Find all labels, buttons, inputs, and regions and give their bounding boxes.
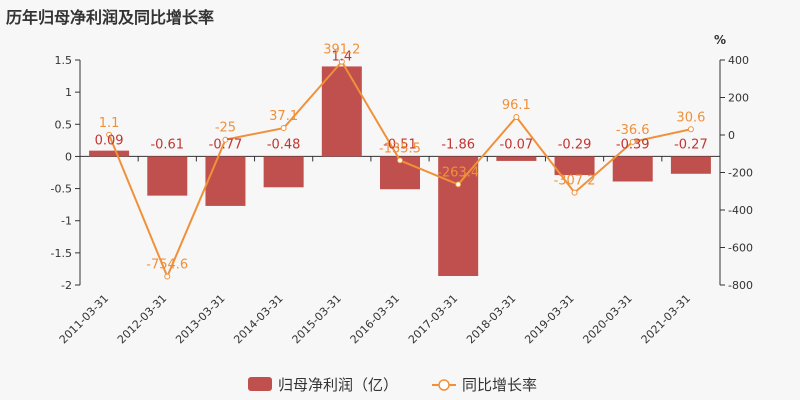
growth-value-label: -25 [215,121,236,136]
bar [438,156,479,276]
growth-value-label: 391.2 [323,43,360,58]
growth-value-label: -754.6 [146,257,188,272]
x-tick-label: 2011-03-31 [57,292,111,346]
chart-title: 历年归母净利润及同比增长率 [6,8,215,27]
bar-value-label: -0.77 [209,137,243,152]
bar-value-label: -0.27 [674,137,708,152]
growth-point [280,125,287,132]
right-tick-label: 400 [728,54,749,67]
bar-value-label: 1.4 [331,49,352,64]
left-tick-label: 1 [65,86,72,99]
legend-bar-label: 归母净利润（亿） [278,376,398,394]
bar-value-label: -0.39 [616,137,650,152]
legend-bar-swatch [248,377,272,391]
bar [205,156,246,206]
bar-value-label: -0.07 [500,137,534,152]
legend-line-label: 同比增长率 [462,376,537,394]
x-tick-label: 2021-03-31 [639,292,693,346]
legend-line-marker [438,379,450,391]
bar [263,156,304,188]
growth-point [629,138,636,145]
left-tick-label: -0.5 [51,183,72,196]
growth-value-label: 1.1 [99,116,120,131]
left-tick-label: -1.5 [51,247,72,260]
legend[interactable]: 归母净利润（亿） 同比增长率 [248,376,537,394]
right-tick-label: 200 [728,92,749,105]
bar [496,156,537,161]
bar [147,156,188,196]
x-tick-label: 2019-03-31 [522,292,576,346]
growth-point [338,58,345,65]
x-tick-label: 2012-03-31 [115,292,169,346]
growth-point [687,126,694,133]
data-labels: 0.09 -0.61 -0.77 -0.48 1.4 -0.51 -1.86 -0.07 -0.… [95,43,708,273]
growth-point [571,189,578,196]
bar-value-label: -0.29 [558,137,592,152]
right-axis-unit: % [714,33,726,47]
left-tick-label: 1.5 [55,54,73,67]
growth-point [164,273,171,280]
bar-value-label: -0.51 [383,137,417,152]
growth-point [513,113,520,120]
growth-point [106,131,113,138]
bar-value-label: -0.48 [267,137,301,152]
right-tick-label: -600 [728,242,753,255]
left-tick-label: 0.5 [55,118,73,131]
growth-point [455,181,462,188]
bar-value-label: -1.86 [441,137,475,152]
x-tick-label: 2015-03-31 [290,292,344,346]
growth-value-label: -307.2 [554,174,596,189]
bar-value-label: 0.09 [95,134,124,149]
bar-value-label: -0.61 [150,137,184,152]
growth-line [106,58,694,280]
bar [321,66,362,157]
x-tick-label: 2014-03-31 [231,292,285,346]
bar [89,150,130,157]
x-tick-label: 2016-03-31 [348,292,402,346]
growth-value-label: 30.6 [676,110,705,125]
growth-point [222,136,229,143]
bar [612,156,653,182]
growth-value-label: -135.5 [379,141,421,156]
left-tick-label: -2 [61,279,72,292]
bar [670,156,711,174]
right-tick-label: -800 [728,279,753,292]
left-tick-label: 0 [65,150,72,163]
right-tick-label: 0 [728,129,735,142]
bar [554,156,595,176]
growth-point [397,157,403,164]
right-tick-label: -400 [728,204,753,217]
x-tick-label: 2017-03-31 [406,292,460,346]
growth-value-label: 37.1 [269,109,298,124]
right-tick-label: -200 [728,167,753,180]
x-tick-label: 2020-03-31 [580,292,634,346]
growth-value-label: -263.4 [437,165,479,180]
growth-value-label: -36.6 [616,123,650,138]
growth-value-label: 96.1 [502,98,531,113]
left-tick-label: -1 [61,215,72,228]
x-tick-label: 2018-03-31 [464,292,518,346]
x-tick-label: 2013-03-31 [173,292,227,346]
bars [89,66,711,276]
